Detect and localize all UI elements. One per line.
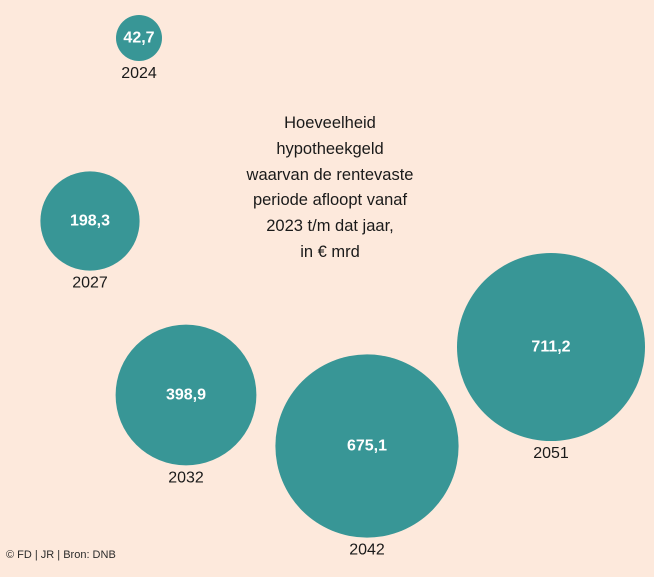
bubble-2032	[115, 324, 257, 466]
bubble-value-label: 711,2	[531, 339, 570, 356]
bubble-2051	[457, 253, 645, 441]
bubble-year-label: 2027	[72, 275, 108, 292]
chart-title-line: in € mrd	[300, 242, 360, 261]
bubble-year-label: 2051	[533, 445, 569, 462]
bubble-2042	[275, 354, 459, 538]
bubble-value-label: 42,7	[123, 30, 154, 47]
chart-title-line: periode afloopt vanaf	[252, 191, 408, 210]
bubble-value-label: 398,9	[166, 387, 206, 404]
bubble-2027	[40, 171, 140, 271]
source-note: © FD | JR | Bron: DNB	[6, 549, 116, 561]
bubble-year-label: 2042	[349, 542, 385, 559]
bubble-2024	[116, 15, 162, 61]
chart-title-line: hypotheekgeld	[276, 139, 384, 158]
chart-title-line: 2023 t/m dat jaar,	[266, 217, 394, 236]
bubble-year-label: 2024	[121, 65, 157, 82]
chart-title-line: waarvan de rentevaste	[246, 165, 414, 184]
chart-title: Hoeveelheid hypotheekgeld waarvan de ren…	[220, 111, 440, 266]
chart-title-line: Hoeveelheid	[284, 114, 376, 132]
bubble-year-label: 2032	[168, 469, 204, 486]
bubble-value-label: 675,1	[347, 438, 387, 455]
bubble-value-label: 198,3	[70, 213, 110, 230]
